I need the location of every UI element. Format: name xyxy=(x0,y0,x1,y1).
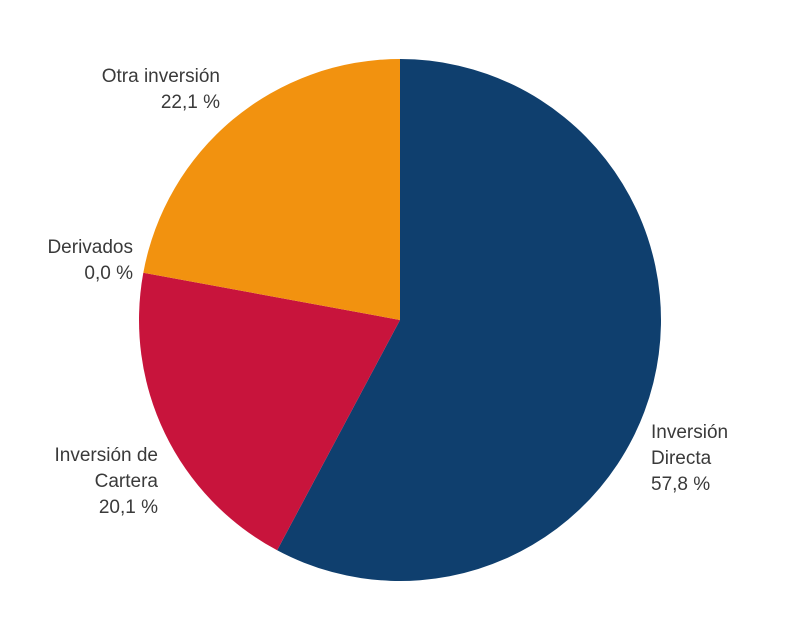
pie-slice-otra-inversion xyxy=(143,59,400,320)
label-derivados: Derivados 0,0 % xyxy=(47,235,133,287)
label-inversion-cartera-line1: Inversión de xyxy=(54,445,158,466)
label-inversion-cartera-value: 20,1 % xyxy=(98,497,158,518)
label-inversion-directa: Inversión Directa 57,8 % xyxy=(651,420,728,498)
label-otra-inversion: Otra inversión 22,1 % xyxy=(102,64,220,116)
label-inversion-directa-value: 57,8 % xyxy=(651,474,711,495)
label-derivados-value: 0,0 % xyxy=(84,263,133,284)
label-inversion-directa-line2: Directa xyxy=(651,448,712,469)
label-inversion-directa-line1: Inversión xyxy=(651,422,729,443)
pie-slice-inversion-directa xyxy=(277,59,661,581)
label-inversion-cartera: Inversión de Cartera 20,1 % xyxy=(54,443,158,521)
label-inversion-cartera-line2: Cartera xyxy=(94,471,158,492)
label-otra-inversion-value: 22,1 % xyxy=(160,92,220,113)
pie-slice-inversion-de-cartera xyxy=(139,272,400,551)
label-otra-inversion-name: Otra inversión xyxy=(101,66,220,87)
label-derivados-name: Derivados xyxy=(47,237,133,258)
